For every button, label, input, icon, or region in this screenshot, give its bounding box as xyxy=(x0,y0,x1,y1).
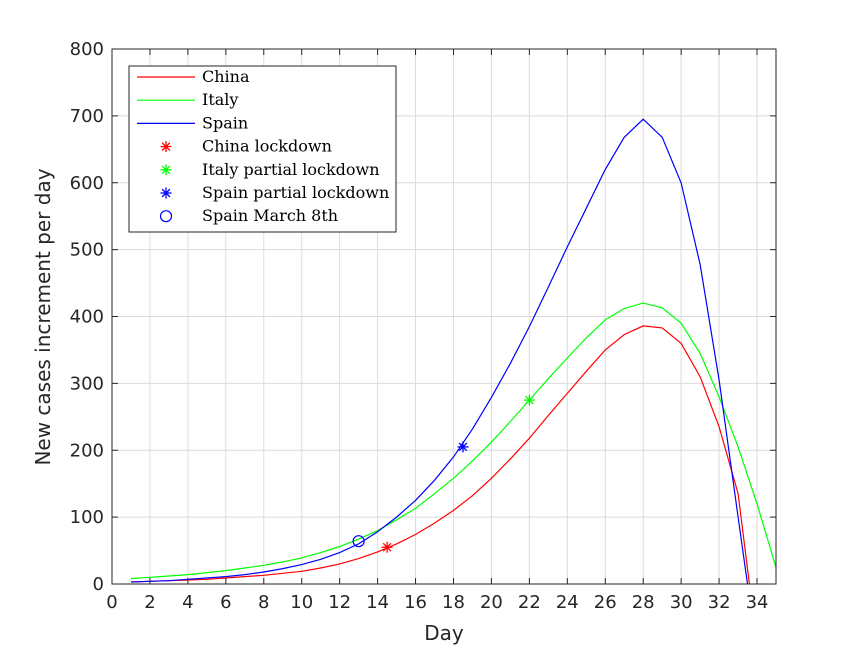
marker-spain-march-8th xyxy=(352,535,365,548)
y-tick-label: 0 xyxy=(93,574,104,595)
x-tick-label: 10 xyxy=(290,592,313,613)
y-tick-label: 800 xyxy=(70,39,104,60)
legend-swatch-italy-partial-lockdown xyxy=(160,164,172,176)
x-tick-label: 20 xyxy=(480,592,503,613)
x-tick-label: 6 xyxy=(220,592,231,613)
x-tick-label: 16 xyxy=(404,592,427,613)
x-tick-label: 30 xyxy=(670,592,693,613)
marker-spain-partial-lockdown xyxy=(457,441,469,453)
legend-label-spain-march-8th: Spain March 8th xyxy=(202,206,338,225)
legend-label-spain: Spain xyxy=(202,113,248,132)
legend-label-china: China xyxy=(202,67,250,86)
x-tick-label: 4 xyxy=(182,592,193,613)
legend-swatch-spain-march-8th xyxy=(159,210,173,223)
y-tick-label: 300 xyxy=(70,373,104,394)
y-tick-label: 600 xyxy=(70,173,104,194)
y-tick-label: 100 xyxy=(70,507,104,528)
legend-label-spain-partial-lockdown: Spain partial lockdown xyxy=(202,183,389,202)
legend-swatch-china-lockdown xyxy=(160,141,172,153)
x-tick-label: 24 xyxy=(556,592,579,613)
x-tick-label: 22 xyxy=(518,592,541,613)
legend-box xyxy=(128,65,397,233)
x-tick-label: 32 xyxy=(708,592,731,613)
x-axis-label: Day xyxy=(424,621,464,645)
y-tick-label: 700 xyxy=(70,106,104,127)
series-line-spain xyxy=(130,118,749,584)
x-tick-label: 12 xyxy=(328,592,351,613)
legend-swatch-spain-partial-lockdown xyxy=(160,187,172,199)
y-tick-label: 200 xyxy=(70,440,104,461)
legend-label-italy-partial-lockdown: Italy partial lockdown xyxy=(202,160,380,179)
series-line-china xyxy=(130,325,750,584)
x-tick-label: 0 xyxy=(106,592,117,613)
x-tick-label: 2 xyxy=(144,592,155,613)
tick-labels: 0 2 4 6 8 10 12 14 16 18 20 22 24 26 28 30 32 34010020030… xyxy=(70,39,769,613)
x-tick-label: 34 xyxy=(746,592,769,613)
legend-label-china-lockdown: China lockdown xyxy=(202,137,332,156)
marker-italy-partial-lockdown xyxy=(523,394,535,406)
series-line-italy xyxy=(130,302,776,580)
legend-label-italy: Italy xyxy=(202,90,238,109)
y-axis-label: New cases increment per day xyxy=(31,168,55,465)
ticks xyxy=(111,48,776,585)
x-tick-label: 18 xyxy=(442,592,465,613)
x-tick-label: 26 xyxy=(594,592,617,613)
series-layer xyxy=(130,118,776,584)
y-tick-label: 400 xyxy=(70,307,104,328)
legend: China Italy Spain China lockdown Italy parti… xyxy=(128,65,397,233)
x-tick-label: 28 xyxy=(632,592,655,613)
y-tick-label: 500 xyxy=(70,240,104,261)
x-tick-label: 14 xyxy=(366,592,389,613)
marker-layer xyxy=(352,394,535,553)
x-tick-label: 8 xyxy=(258,592,269,613)
marker-china-lockdown xyxy=(381,541,393,553)
